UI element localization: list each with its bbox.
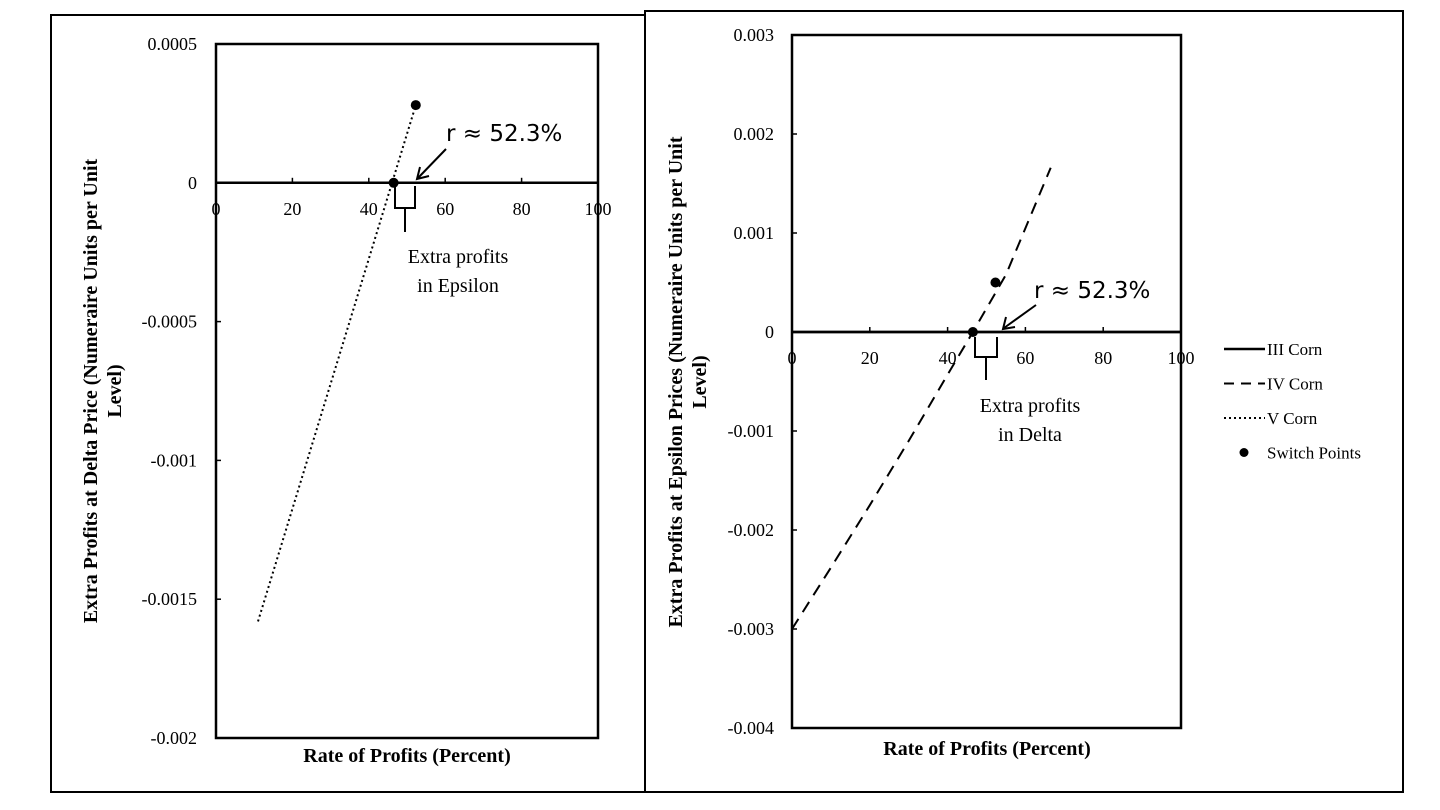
left-annotation-arrow bbox=[417, 148, 447, 179]
right-y-tick-label: -0.004 bbox=[728, 718, 775, 738]
left-arrow-head bbox=[415, 166, 430, 181]
left-switch-points bbox=[388, 100, 421, 188]
legend-label: IV Corn bbox=[1267, 375, 1323, 394]
right-y-tick-label: 0 bbox=[765, 322, 774, 342]
left-y-axis-label-line2: Level) bbox=[104, 364, 126, 417]
right-x-tick-label: 80 bbox=[1094, 348, 1112, 368]
left-x-tick-label: 40 bbox=[360, 199, 378, 219]
right-panel-frame bbox=[644, 10, 1404, 793]
right-x-tick-label: 40 bbox=[939, 348, 957, 368]
left-extra-profits-text-1: Extra profits bbox=[408, 246, 509, 268]
right-extra-profits-text-2: in Delta bbox=[998, 424, 1062, 446]
left-y-ticks: 0.0005 0 -0.0005 -0.001 -0.0015 -0.002 bbox=[142, 34, 221, 748]
right-y-tick-label: -0.001 bbox=[728, 421, 775, 441]
right-y-tick-label: 0.003 bbox=[734, 25, 775, 45]
left-y-tick-label: -0.0015 bbox=[142, 589, 198, 609]
right-switch-point bbox=[967, 327, 978, 337]
right-arrow-head bbox=[1001, 316, 1016, 331]
right-y-axis-label-line1: Extra Profits at Epsilon Prices (Numerai… bbox=[665, 136, 687, 627]
left-x-tick-label: 80 bbox=[513, 199, 531, 219]
left-chart: 0.0005 0 -0.0005 -0.001 -0.0015 -0.002 0 20 40 6… bbox=[80, 34, 612, 767]
left-r-annotation: r ≈ 52.3% bbox=[446, 121, 562, 147]
left-x-tick-label: 100 bbox=[585, 199, 612, 219]
right-x-tick-label: 100 bbox=[1168, 348, 1195, 368]
legend-label: III Corn bbox=[1267, 340, 1323, 359]
left-y-tick-label: -0.001 bbox=[151, 450, 198, 470]
right-y-ticks: 0.003 0.002 0.001 0 -0.001 -0.002 -0.003 -0.004 bbox=[728, 25, 797, 738]
right-chart: 0.003 0.002 0.001 0 -0.001 -0.002 -0.003 -0.004… bbox=[665, 25, 1195, 760]
left-y-tick-label: 0.0005 bbox=[148, 34, 198, 54]
right-x-tick-label: 20 bbox=[861, 348, 879, 368]
left-x-tick-label: 60 bbox=[436, 199, 454, 219]
left-x-tick-label: 20 bbox=[283, 199, 301, 219]
left-x-axis-label: Rate of Profits (Percent) bbox=[303, 745, 511, 767]
right-x-tick-label: 60 bbox=[1016, 348, 1034, 368]
right-y-tick-label: 0.002 bbox=[734, 124, 775, 144]
left-extra-profits-text-2: in Epsilon bbox=[417, 275, 499, 297]
right-plot-area bbox=[790, 33, 1183, 730]
left-y-tick-label: -0.0005 bbox=[142, 312, 198, 332]
right-switch-points bbox=[967, 277, 1001, 337]
left-y-tick-label: -0.002 bbox=[151, 728, 198, 748]
legend-label: V Corn bbox=[1267, 409, 1318, 428]
left-y-axis-label-line1: Extra Profits at Delta Price (Numeraire … bbox=[80, 158, 102, 623]
left-y-tick-label: 0 bbox=[188, 173, 197, 193]
right-y-tick-label: -0.003 bbox=[728, 619, 775, 639]
right-x-axis-label: Rate of Profits (Percent) bbox=[883, 738, 1091, 760]
left-plot-area bbox=[214, 42, 600, 740]
right-y-tick-label: 0.001 bbox=[734, 223, 775, 243]
right-switch-point bbox=[990, 277, 1001, 288]
right-series bbox=[791, 167, 1181, 630]
right-annotation-arrow bbox=[1003, 304, 1037, 329]
left-brace bbox=[394, 186, 416, 232]
right-brace bbox=[974, 337, 998, 380]
right-x-ticks: 0 20 40 60 80 100 bbox=[788, 327, 1195, 368]
left-switch-point bbox=[410, 100, 421, 111]
right-r-annotation: r ≈ 52.3% bbox=[1034, 278, 1150, 304]
legend-marker-switch-points bbox=[1239, 448, 1249, 457]
left-switch-point bbox=[388, 177, 399, 188]
right-y-tick-label: -0.002 bbox=[728, 520, 775, 540]
right-extra-profits-text-1: Extra profits bbox=[980, 395, 1081, 417]
legend: III Corn IV Corn V Corn Switch Points bbox=[1224, 340, 1361, 463]
right-series-iv-corn bbox=[791, 167, 1052, 630]
left-x-tick-label: 0 bbox=[212, 199, 221, 219]
legend-label: Switch Points bbox=[1267, 444, 1361, 463]
right-y-axis-label-line2: Level) bbox=[689, 355, 711, 408]
right-x-tick-label: 0 bbox=[788, 348, 797, 368]
